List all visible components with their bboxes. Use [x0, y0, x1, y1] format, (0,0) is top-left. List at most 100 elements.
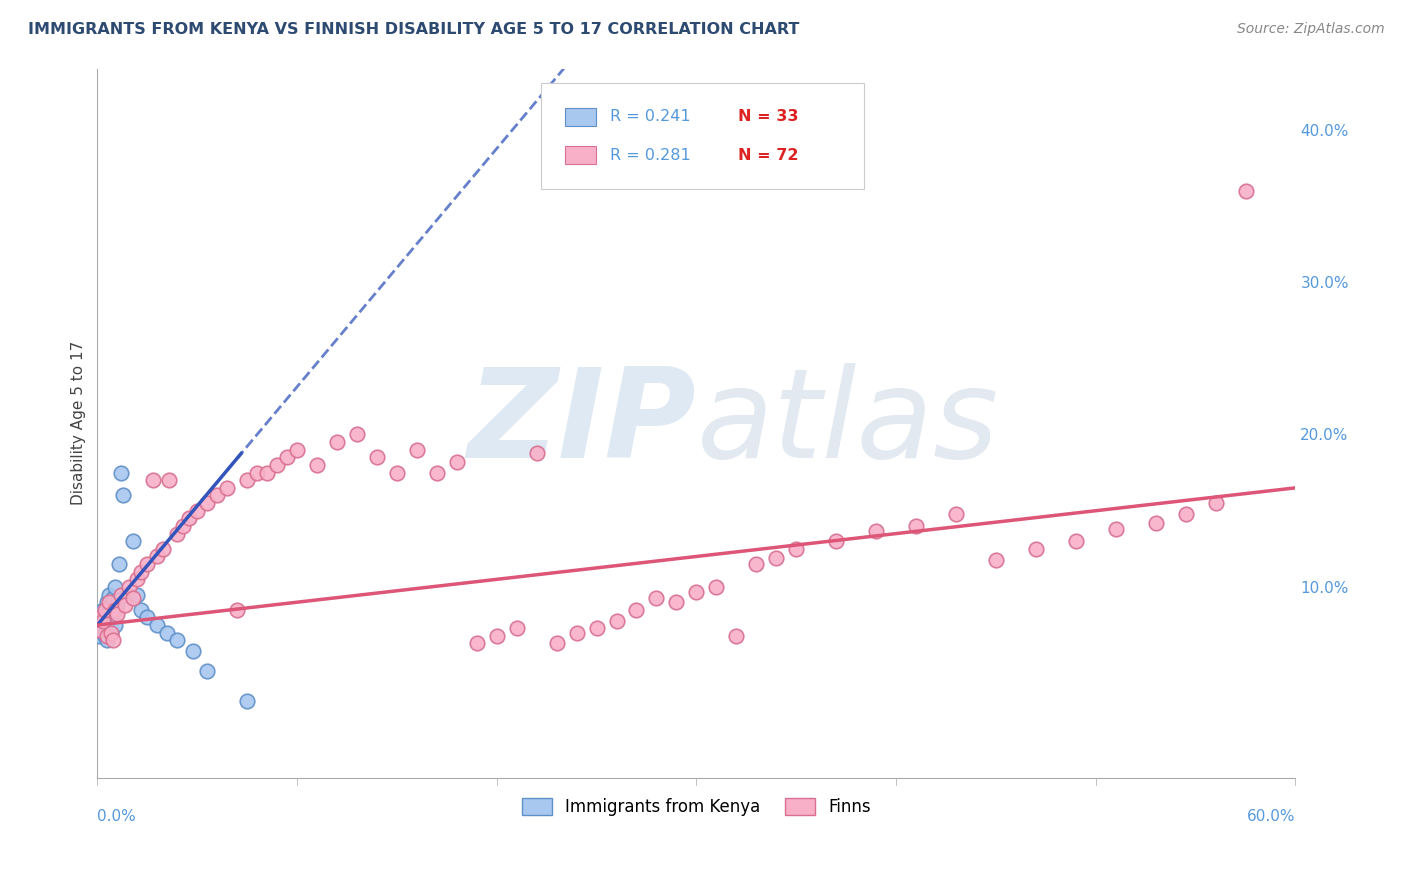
Text: 60.0%: 60.0% — [1247, 809, 1295, 824]
Point — [725, 629, 748, 643]
Point — [276, 450, 298, 465]
Point — [1025, 541, 1047, 556]
Point — [1174, 507, 1197, 521]
Point — [465, 636, 488, 650]
Point — [205, 488, 228, 502]
Point — [905, 519, 928, 533]
Point — [146, 549, 169, 564]
Point — [645, 591, 668, 605]
Y-axis label: Disability Age 5 to 17: Disability Age 5 to 17 — [72, 341, 86, 505]
Point — [156, 625, 179, 640]
Point — [385, 466, 408, 480]
Point — [236, 473, 259, 487]
Point — [96, 595, 118, 609]
Point — [146, 618, 169, 632]
Point — [825, 534, 848, 549]
Point — [285, 442, 308, 457]
Text: ZIP: ZIP — [468, 362, 696, 483]
Point — [179, 511, 201, 525]
Text: R = 0.281: R = 0.281 — [610, 147, 690, 162]
Point — [100, 625, 122, 640]
Text: 0.0%: 0.0% — [97, 809, 136, 824]
Point — [945, 507, 967, 521]
Point — [110, 588, 132, 602]
Point — [103, 633, 125, 648]
FancyBboxPatch shape — [541, 83, 865, 189]
Point — [104, 580, 127, 594]
Point — [446, 455, 468, 469]
Point — [90, 610, 112, 624]
Point — [96, 629, 118, 643]
Point — [665, 595, 688, 609]
Point — [94, 614, 117, 628]
Point — [90, 610, 112, 624]
FancyBboxPatch shape — [565, 145, 596, 164]
Point — [157, 473, 180, 487]
Text: R = 0.241: R = 0.241 — [610, 109, 690, 124]
Point — [546, 636, 568, 650]
Point — [1105, 522, 1128, 536]
Point — [166, 633, 188, 648]
Point — [93, 603, 115, 617]
Point — [89, 623, 111, 637]
Point — [112, 488, 135, 502]
Point — [1144, 516, 1167, 530]
Point — [98, 588, 121, 602]
Text: Source: ZipAtlas.com: Source: ZipAtlas.com — [1237, 22, 1385, 37]
Point — [186, 504, 208, 518]
Point — [129, 565, 152, 579]
Point — [346, 427, 368, 442]
Point — [181, 644, 204, 658]
Point — [89, 629, 111, 643]
Point — [114, 599, 136, 613]
Point — [405, 442, 427, 457]
Point — [94, 603, 117, 617]
Point — [1064, 534, 1087, 549]
Point — [226, 603, 249, 617]
Point — [305, 458, 328, 472]
Point — [104, 618, 127, 632]
Point — [136, 610, 159, 624]
Point — [117, 588, 139, 602]
Point — [485, 629, 508, 643]
Point — [366, 450, 388, 465]
Point — [105, 599, 128, 613]
Point — [526, 446, 548, 460]
Point — [745, 557, 768, 571]
Point — [127, 572, 149, 586]
Point — [565, 625, 588, 640]
Point — [127, 588, 149, 602]
Point — [103, 603, 125, 617]
Point — [93, 618, 115, 632]
FancyBboxPatch shape — [565, 108, 596, 126]
Text: N = 33: N = 33 — [738, 109, 799, 124]
Point — [98, 607, 121, 622]
Point — [785, 541, 807, 556]
Point — [93, 614, 115, 628]
Point — [98, 595, 121, 609]
Point — [217, 481, 239, 495]
Point — [326, 435, 349, 450]
Point — [256, 466, 278, 480]
Point — [505, 621, 527, 635]
Point — [100, 625, 122, 640]
Point — [104, 603, 127, 617]
Point — [100, 599, 122, 613]
Point — [765, 551, 787, 566]
Text: IMMIGRANTS FROM KENYA VS FINNISH DISABILITY AGE 5 TO 17 CORRELATION CHART: IMMIGRANTS FROM KENYA VS FINNISH DISABIL… — [28, 22, 800, 37]
Point — [1205, 496, 1227, 510]
Point — [706, 580, 728, 594]
Point — [118, 580, 141, 594]
Point — [626, 603, 648, 617]
Point — [1234, 184, 1257, 198]
Text: atlas: atlas — [696, 362, 998, 483]
Point — [105, 607, 128, 622]
Point — [110, 466, 132, 480]
Point — [122, 534, 145, 549]
Point — [172, 519, 194, 533]
Point — [195, 664, 218, 678]
Legend: Immigrants from Kenya, Finns: Immigrants from Kenya, Finns — [515, 791, 877, 822]
Point — [266, 458, 288, 472]
Point — [94, 629, 117, 643]
Point — [90, 623, 112, 637]
